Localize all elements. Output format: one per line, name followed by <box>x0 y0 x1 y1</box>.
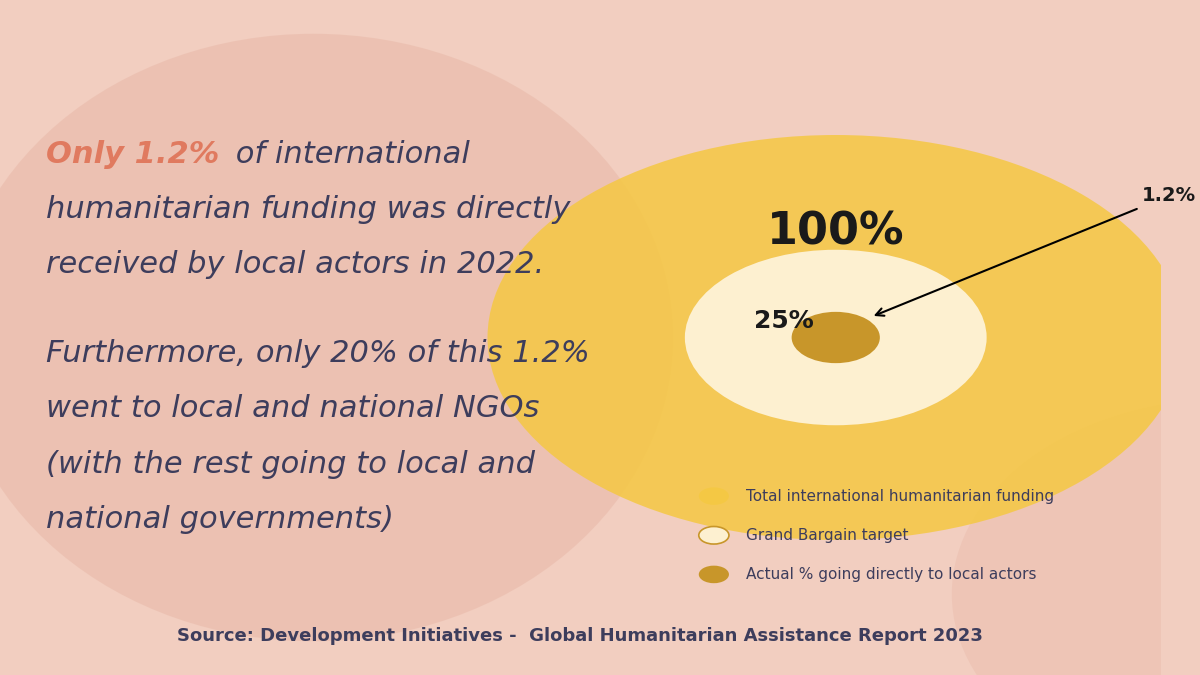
Text: humanitarian funding was directly: humanitarian funding was directly <box>47 195 571 224</box>
Text: received by local actors in 2022.: received by local actors in 2022. <box>47 250 545 279</box>
Text: went to local and national NGOs: went to local and national NGOs <box>47 394 540 423</box>
Text: 100%: 100% <box>767 211 905 254</box>
Text: Grand Bargain target: Grand Bargain target <box>746 528 908 543</box>
Circle shape <box>487 135 1184 540</box>
Text: Total international humanitarian funding: Total international humanitarian funding <box>746 489 1055 504</box>
Text: 25%: 25% <box>754 308 814 333</box>
Circle shape <box>698 526 728 544</box>
Text: national governments): national governments) <box>47 505 395 534</box>
Text: (with the rest going to local and: (with the rest going to local and <box>47 450 535 479</box>
Text: Only 1.2%: Only 1.2% <box>47 140 220 169</box>
Circle shape <box>685 250 986 425</box>
Circle shape <box>792 312 880 363</box>
Ellipse shape <box>952 398 1200 675</box>
Ellipse shape <box>0 34 673 641</box>
Text: Actual % going directly to local actors: Actual % going directly to local actors <box>746 567 1037 582</box>
Text: of international: of international <box>227 140 470 169</box>
Text: Furthermore, only 20% of this 1.2%: Furthermore, only 20% of this 1.2% <box>47 339 590 368</box>
Text: Source: Development Initiatives -  Global Humanitarian Assistance Report 2023: Source: Development Initiatives - Global… <box>178 626 983 645</box>
Text: 1.2%: 1.2% <box>876 186 1196 316</box>
Circle shape <box>698 566 728 583</box>
Circle shape <box>698 487 728 505</box>
